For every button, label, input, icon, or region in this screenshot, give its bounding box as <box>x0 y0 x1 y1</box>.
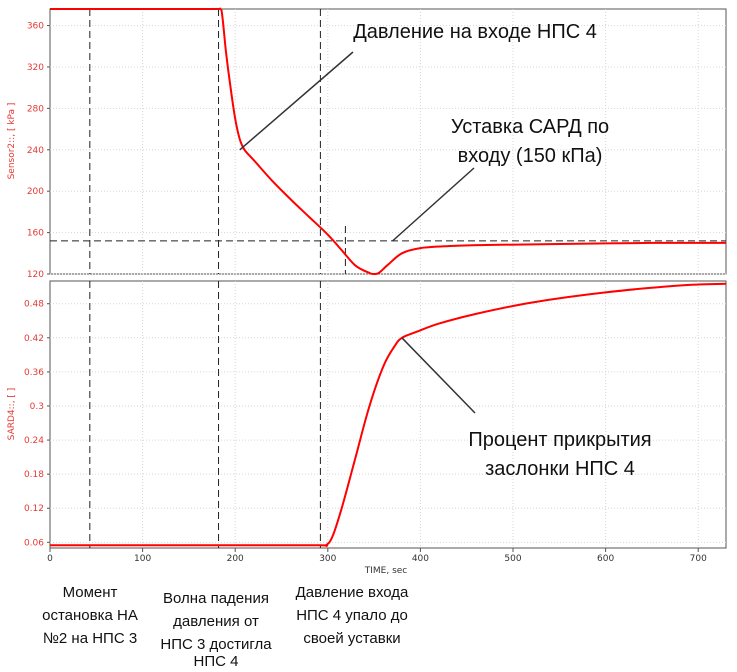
y-tick-label: 0.12 <box>24 504 44 514</box>
x-tick-label: 300 <box>319 554 336 564</box>
sard-series-line <box>50 282 727 547</box>
marker-1-line-2: остановка НА <box>42 607 138 624</box>
y-tick-label: 360 <box>27 22 44 32</box>
y-tick-label: 0.3 <box>30 402 44 412</box>
x-tick-label: 600 <box>597 554 614 564</box>
y-tick-label: 160 <box>27 229 44 239</box>
annotation-pressure: Давление на входе НПС 4 <box>353 21 597 43</box>
marker-3-line-2: НПС 4 упало до <box>296 607 408 624</box>
annotation-setpoint-line2: входу (150 кПа) <box>458 145 603 167</box>
marker-1-line-3: №2 на НПС 3 <box>43 630 137 647</box>
bottom-y-ticks: 0.06 0.12 0.18 0.24 0.3 0.36 0.42 0.48 <box>24 300 50 548</box>
leader-sard <box>401 337 476 414</box>
marker-label-3: Давление входа НПС 4 упало до своей уста… <box>296 584 409 647</box>
y-tick-label: 320 <box>27 63 44 73</box>
marker-3-line-3: своей уставки <box>303 630 400 647</box>
bottom-plot-area <box>49 280 727 549</box>
marker-2-line-1: Волна падения <box>163 590 269 607</box>
bottom-ylabel: SARD4::, [ ] <box>7 388 17 441</box>
bottom-grid <box>50 281 726 548</box>
x-tick-label: 400 <box>412 554 429 564</box>
x-tick-label: 100 <box>134 554 151 564</box>
x-tick-label: 0 <box>47 554 53 564</box>
top-y-ticks: 120 160 200 240 280 320 360 <box>27 22 50 280</box>
annotation-setpoint-line1: Уставка САРД по <box>451 116 609 138</box>
y-tick-label: 0.48 <box>24 300 44 310</box>
annotation-sard-line1: Процент прикрытия <box>468 429 651 451</box>
y-tick-label: 280 <box>27 104 44 114</box>
leader-setpoint <box>392 167 475 242</box>
y-tick-label: 120 <box>27 270 44 280</box>
y-tick-label: 0.24 <box>24 436 44 446</box>
marker-2-line-4: НПС 4 <box>194 653 239 670</box>
x-tick-label: 200 <box>227 554 244 564</box>
event-markers <box>89 9 346 548</box>
y-tick-label: 0.18 <box>24 470 44 480</box>
y-tick-label: 200 <box>27 187 44 197</box>
annotation-leaders <box>239 51 476 414</box>
marker-label-1: Момент остановка НА №2 на НПС 3 <box>42 584 138 647</box>
top-plot-area <box>49 8 727 275</box>
xlabel: TIME, sec <box>364 566 408 576</box>
marker-1-line-1: Момент <box>63 584 118 601</box>
top-grid <box>50 9 726 275</box>
marker-3-line-1: Давление входа <box>296 584 409 601</box>
annotation-sard-line2: заслонки НПС 4 <box>485 458 635 480</box>
top-ylabel: Sensor2::, [ kPa ] <box>7 103 17 180</box>
x-ticks: 0 100 200 300 400 500 600 700 <box>47 548 707 564</box>
pressure-series-line <box>50 7 727 276</box>
y-tick-label: 0.36 <box>24 368 44 378</box>
marker-label-2: Волна падения давления от НПС 3 достигла… <box>160 590 272 670</box>
x-tick-label: 700 <box>690 554 707 564</box>
y-tick-label: 0.06 <box>24 538 44 548</box>
x-tick-label: 500 <box>504 554 521 564</box>
y-tick-label: 240 <box>27 146 44 156</box>
series-lines <box>50 7 727 547</box>
y-tick-label: 0.42 <box>24 334 44 344</box>
marker-2-line-3: НПС 3 достигла <box>160 636 272 653</box>
marker-2-line-2: давления от <box>173 613 259 630</box>
leader-pressure <box>239 51 354 151</box>
